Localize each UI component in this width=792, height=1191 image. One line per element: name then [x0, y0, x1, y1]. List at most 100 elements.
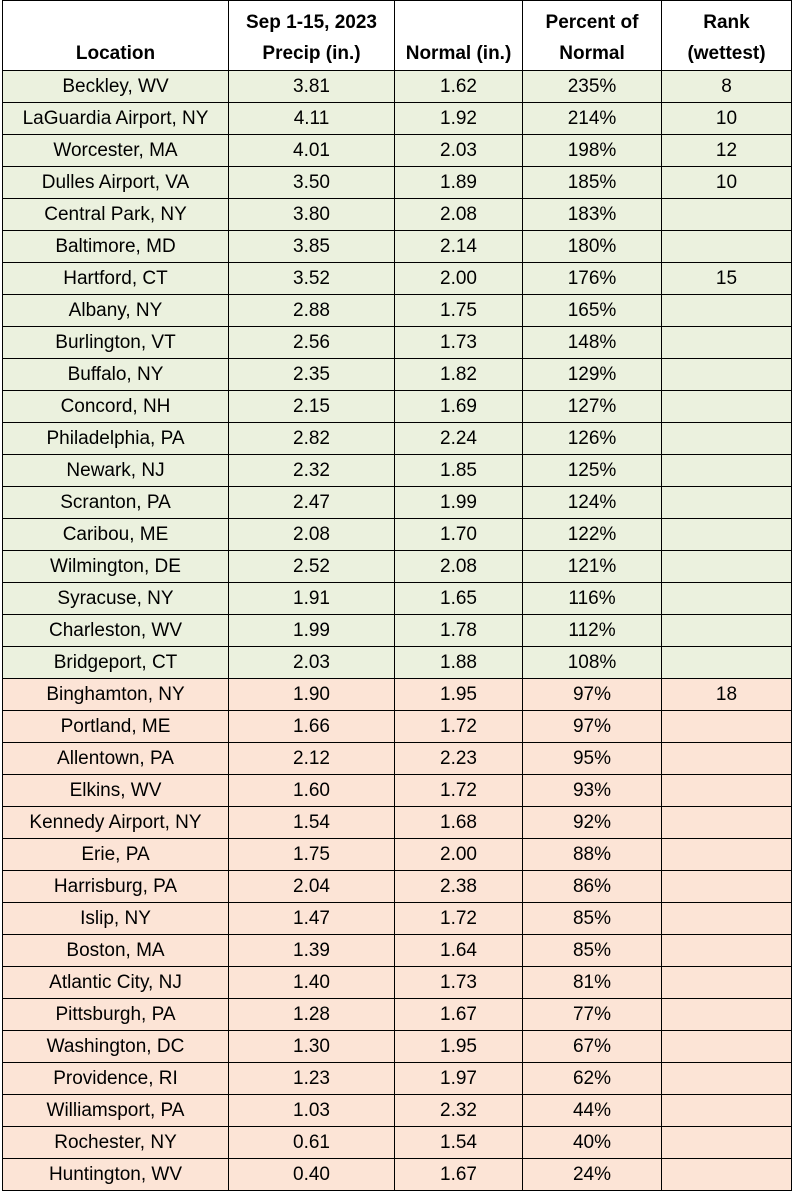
table-cell: 3.52	[228, 262, 395, 295]
header-text: Normal (in.)	[405, 43, 512, 64]
table-row: Bridgeport, CT 2.03 1.88 108%	[2, 646, 792, 679]
table-cell: 185%	[522, 166, 662, 199]
table-cell: Central Park, NY	[2, 198, 229, 231]
table-row: Central Park, NY 3.80 2.08 183%	[2, 198, 792, 231]
header-cell: Location	[2, 0, 229, 71]
table-row: Pittsburgh, PA 1.28 1.67 77%	[2, 998, 792, 1031]
table-cell: 1.78	[394, 614, 523, 647]
table-cell: 12	[661, 134, 792, 167]
empty-cell	[661, 934, 792, 967]
table-cell: Washington, DC	[2, 1030, 229, 1063]
table-cell: 15	[661, 262, 792, 295]
empty-cell	[661, 294, 792, 327]
empty-cell	[661, 422, 792, 455]
table-cell: 1.54	[228, 806, 395, 839]
empty-cell	[661, 518, 792, 551]
table-row: Harrisburg, PA 2.04 2.38 86%	[2, 870, 792, 903]
empty-cell	[661, 230, 792, 263]
table-cell: 2.35	[228, 358, 395, 391]
table-cell: 1.39	[228, 934, 395, 967]
empty-cell	[661, 838, 792, 871]
table-cell: 1.62	[394, 70, 523, 103]
table-row: Caribou, ME 2.08 1.70 122%	[2, 518, 792, 551]
table-cell: Erie, PA	[2, 838, 229, 871]
table-cell: 2.82	[228, 422, 395, 455]
table-cell: 1.99	[228, 614, 395, 647]
table-cell: 2.03	[228, 646, 395, 679]
table-cell: Charleston, WV	[2, 614, 229, 647]
header-text: (wettest)	[687, 43, 766, 64]
table-cell: 116%	[522, 582, 662, 615]
table-cell: 1.28	[228, 998, 395, 1031]
header-text: Location	[75, 43, 156, 64]
empty-cell	[661, 358, 792, 391]
table-cell: 2.08	[394, 550, 523, 583]
table-row: Islip, NY 1.47 1.72 85%	[2, 902, 792, 935]
table-cell: 2.24	[394, 422, 523, 455]
table-cell: Burlington, VT	[2, 326, 229, 359]
table-cell: 62%	[522, 1062, 662, 1095]
empty-cell	[661, 1158, 792, 1191]
table-row: Worcester, MA 4.01 2.03 198% 12	[2, 134, 792, 167]
table-cell: 1.99	[394, 486, 523, 519]
table-row: Williamsport, PA 1.03 2.32 44%	[2, 1094, 792, 1127]
table-body: Beckley, WV 3.81 1.62 235% 8 LaGuardia Airpor…	[2, 70, 792, 1191]
header-cell: Normal (in.)	[394, 0, 523, 71]
table-cell: 4.11	[228, 102, 395, 135]
empty-cell	[661, 774, 792, 807]
table-cell: Syracuse, NY	[2, 582, 229, 615]
header-cell: Rank (wettest)	[661, 0, 792, 71]
table-cell: Concord, NH	[2, 390, 229, 423]
table-cell: 1.72	[394, 774, 523, 807]
table-cell: 1.69	[394, 390, 523, 423]
table-cell: 129%	[522, 358, 662, 391]
table-cell: 40%	[522, 1126, 662, 1159]
header-cell: Sep 1-15, 2023 Precip (in.)	[228, 0, 395, 71]
table-cell: 1.30	[228, 1030, 395, 1063]
table-cell: 10	[661, 166, 792, 199]
table-cell: 1.95	[394, 678, 523, 711]
table-row: Erie, PA 1.75 2.00 88%	[2, 838, 792, 871]
table-cell: 85%	[522, 934, 662, 967]
table-row: Dulles Airport, VA 3.50 1.89 185% 10	[2, 166, 792, 199]
table-cell: 88%	[522, 838, 662, 871]
table-cell: 122%	[522, 518, 662, 551]
table-cell: 183%	[522, 198, 662, 231]
table-cell: Wilmington, DE	[2, 550, 229, 583]
table-cell: 1.85	[394, 454, 523, 487]
table-row: Portland, ME 1.66 1.72 97%	[2, 710, 792, 743]
table-cell: Newark, NJ	[2, 454, 229, 487]
header-cell: Percent of Normal	[522, 0, 662, 71]
table-cell: 8	[661, 70, 792, 103]
table-cell: 1.75	[394, 294, 523, 327]
table-row: Beckley, WV 3.81 1.62 235% 8	[2, 70, 792, 103]
table-cell: 2.32	[228, 454, 395, 487]
table-cell: 1.89	[394, 166, 523, 199]
table-row: Atlantic City, NJ 1.40 1.73 81%	[2, 966, 792, 999]
table-cell: 18	[661, 678, 792, 711]
table-cell: 77%	[522, 998, 662, 1031]
table-cell: 2.88	[228, 294, 395, 327]
table-cell: 1.67	[394, 998, 523, 1031]
table-row: Boston, MA 1.39 1.64 85%	[2, 934, 792, 967]
table-cell: Scranton, PA	[2, 486, 229, 519]
table-row: Philadelphia, PA 2.82 2.24 126%	[2, 422, 792, 455]
table-cell: LaGuardia Airport, NY	[2, 102, 229, 135]
empty-cell	[661, 198, 792, 231]
table-cell: 97%	[522, 710, 662, 743]
empty-cell	[661, 966, 792, 999]
table-row: Providence, RI 1.23 1.97 62%	[2, 1062, 792, 1095]
table-cell: Williamsport, PA	[2, 1094, 229, 1127]
table-cell: 0.61	[228, 1126, 395, 1159]
table-cell: 1.54	[394, 1126, 523, 1159]
table-cell: Hartford, CT	[2, 262, 229, 295]
table-cell: 1.65	[394, 582, 523, 615]
table-cell: 121%	[522, 550, 662, 583]
table-cell: Providence, RI	[2, 1062, 229, 1095]
table-cell: Philadelphia, PA	[2, 422, 229, 455]
empty-cell	[661, 1062, 792, 1095]
table-cell: 4.01	[228, 134, 395, 167]
table-cell: Islip, NY	[2, 902, 229, 935]
table-cell: Huntington, WV	[2, 1158, 229, 1191]
